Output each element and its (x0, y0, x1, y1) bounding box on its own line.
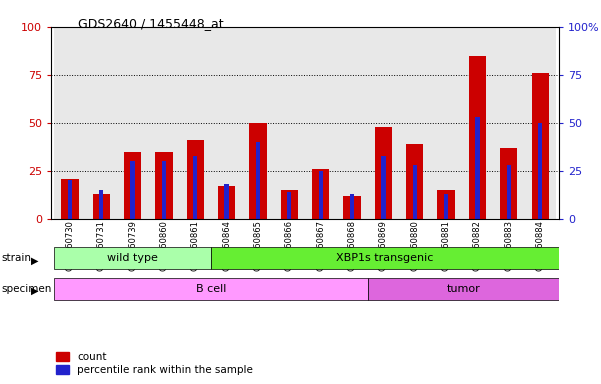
Bar (85, 27, 117, 219)
Text: B cell: B cell (196, 284, 226, 294)
Bar (54, 27, 85, 219)
Bar (406, 144, 423, 219)
Bar (462, 27, 493, 219)
Legend: count, percentile rank within the sample: count, percentile rank within the sample (56, 352, 253, 375)
Bar (493, 27, 525, 219)
Bar (281, 190, 298, 219)
Text: tumor: tumor (447, 284, 480, 294)
Bar (148, 27, 180, 219)
Bar (319, 171, 323, 219)
Bar (500, 148, 517, 219)
Bar (287, 192, 291, 219)
Bar (130, 161, 135, 219)
Bar (180, 27, 211, 219)
Bar (475, 117, 480, 219)
Bar (225, 184, 229, 219)
Text: ▶: ▶ (31, 255, 38, 265)
Text: strain: strain (1, 253, 31, 263)
Bar (162, 161, 166, 219)
Bar (117, 27, 148, 219)
Bar (469, 56, 486, 219)
Bar (93, 194, 110, 219)
Bar (54, 247, 211, 270)
Bar (507, 165, 511, 219)
Bar (430, 27, 462, 219)
Bar (343, 196, 361, 219)
Bar (531, 73, 549, 219)
Bar (249, 123, 267, 219)
Bar (375, 127, 392, 219)
Bar (337, 27, 368, 219)
Bar (368, 27, 399, 219)
Bar (350, 194, 354, 219)
Text: specimen: specimen (1, 284, 52, 294)
Bar (312, 169, 329, 219)
Bar (305, 27, 337, 219)
Bar (211, 27, 242, 219)
Bar (242, 27, 273, 219)
Bar (218, 186, 235, 219)
Bar (538, 123, 542, 219)
Bar (124, 152, 141, 219)
Bar (256, 142, 260, 219)
Text: wild type: wild type (107, 253, 158, 263)
Bar (368, 278, 559, 300)
Bar (155, 152, 172, 219)
Bar (211, 247, 559, 270)
Bar (99, 190, 103, 219)
Text: GDS2640 / 1455448_at: GDS2640 / 1455448_at (78, 17, 224, 30)
Bar (61, 179, 79, 219)
Bar (187, 140, 204, 219)
Bar (381, 156, 385, 219)
Bar (412, 165, 417, 219)
Bar (68, 180, 72, 219)
Bar (54, 278, 368, 300)
Bar (273, 27, 305, 219)
Bar (525, 27, 556, 219)
Text: XBP1s transgenic: XBP1s transgenic (336, 253, 434, 263)
Bar (399, 27, 430, 219)
Bar (444, 194, 448, 219)
Text: ▶: ▶ (31, 286, 38, 296)
Bar (193, 156, 198, 219)
Bar (438, 190, 455, 219)
